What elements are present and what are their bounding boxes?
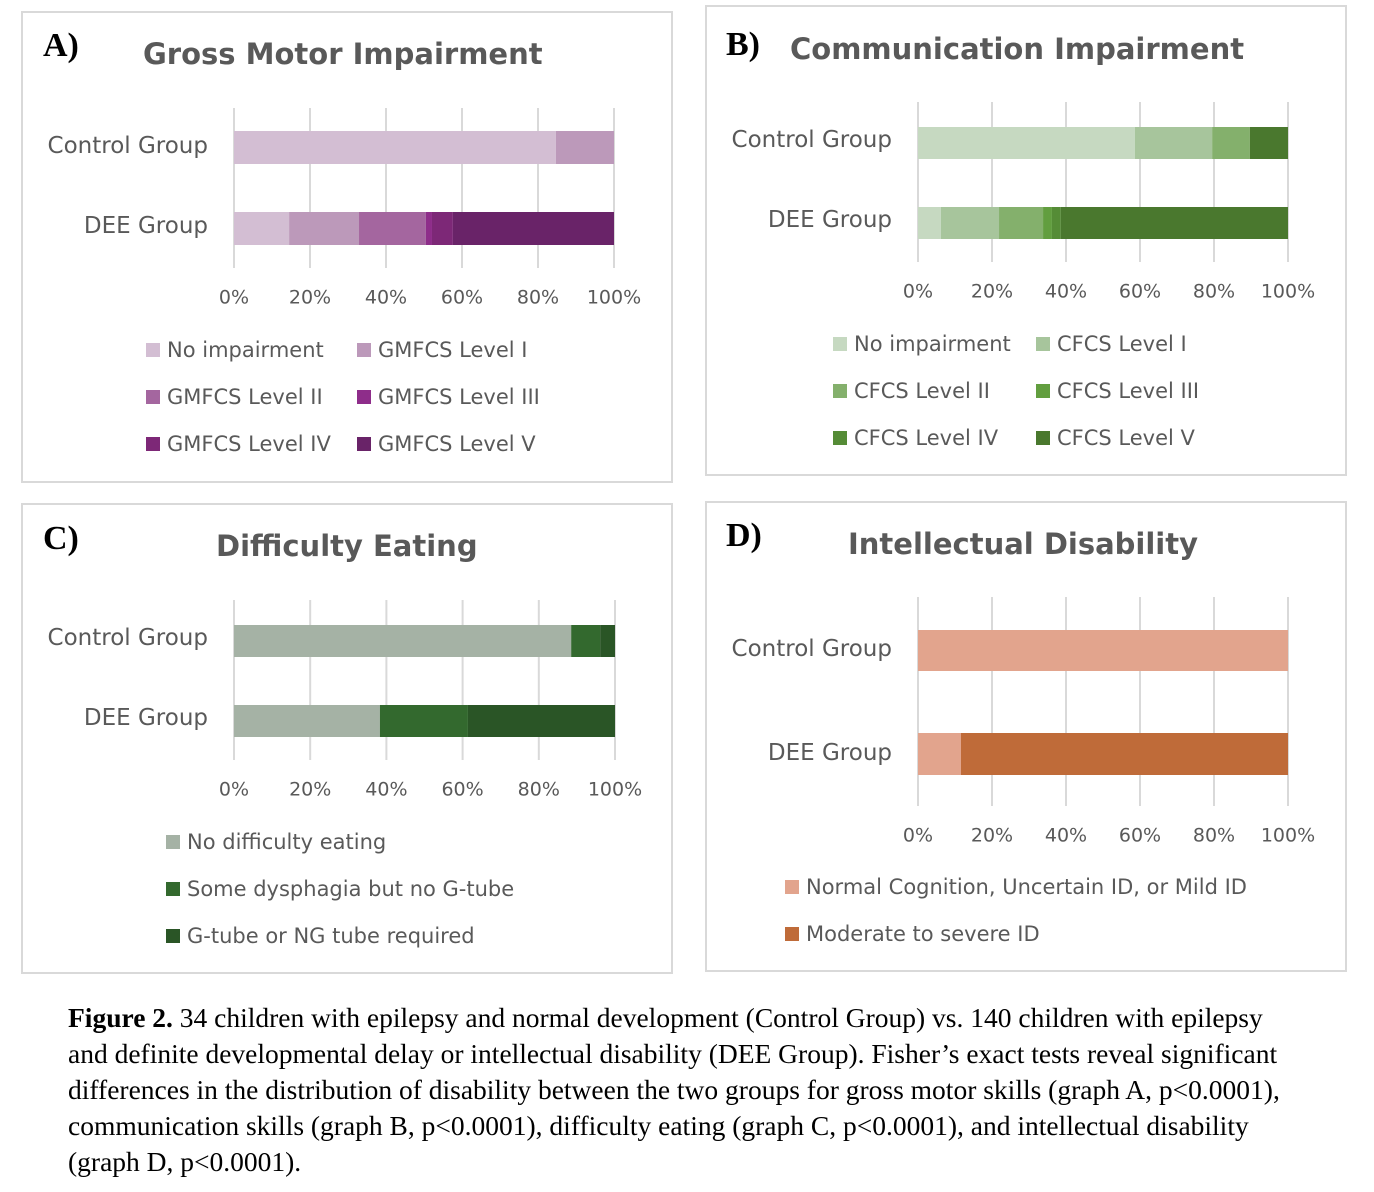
legend-item: CFCS Level III (1036, 379, 1199, 403)
legend-item: GMFCS Level III (357, 385, 540, 409)
category-label: Control Group (731, 127, 892, 153)
legend-swatch (357, 437, 371, 451)
category-label: DEE Group (767, 207, 892, 233)
legend-label: CFCS Level III (1057, 379, 1200, 403)
panel-d: D) Intellectual Disability (705, 501, 1347, 972)
caption-text: 34 children with epilepsy and normal dev… (68, 1002, 1280, 1177)
legend-item: GMFCS Level I (357, 338, 527, 362)
panel-b: B) Communication Impairment (705, 5, 1347, 476)
legend-label: CFCS Level I (1057, 332, 1187, 356)
legend-label: No difficulty eating (187, 830, 387, 854)
panel-letter: B) (726, 26, 760, 63)
panel-c: C) Difficulty Eating (21, 503, 673, 974)
legend-item: Normal Cognition, Uncertain ID, or Mild … (785, 875, 1247, 899)
legend-swatch (166, 882, 180, 896)
legend-label: Normal Cognition, Uncertain ID, or Mild … (806, 875, 1247, 899)
chart-title: Intellectual Disability (848, 527, 1199, 561)
panel-a: A) Gross Motor Impairment (21, 11, 673, 483)
legend-label: GMFCS Level V (378, 432, 536, 456)
legend-swatch (357, 343, 371, 357)
legend-label: GMFCS Level I (378, 338, 528, 362)
legend-label: GMFCS Level II (167, 385, 323, 409)
panel-letter: A) (43, 27, 79, 64)
legend-swatch (146, 437, 160, 451)
category-label: DEE Group (83, 213, 208, 239)
legend-swatch (833, 384, 847, 398)
legend-item: No impairment (146, 338, 324, 362)
legend-item: No difficulty eating (166, 830, 386, 854)
legend-item: GMFCS Level II (146, 385, 323, 409)
legend-item: GMFCS Level IV (146, 432, 331, 456)
legend-item: GMFCS Level V (357, 432, 536, 456)
legend-label: CFCS Level V (1057, 426, 1195, 450)
category-label: Control Group (47, 133, 208, 159)
legend-swatch (166, 929, 180, 943)
panel-letter: C) (43, 520, 79, 557)
legend-label: Moderate to severe ID (806, 922, 1040, 946)
legend-item: CFCS Level V (1036, 426, 1195, 450)
legend-item: CFCS Level II (833, 379, 990, 403)
category-label: DEE Group (83, 705, 208, 731)
legend-label: CFCS Level II (854, 379, 990, 403)
legend-item: No impairment (833, 332, 1011, 356)
legend-item: CFCS Level IV (833, 426, 998, 450)
legend-label: No impairment (854, 332, 1011, 356)
legend-item: CFCS Level I (1036, 332, 1187, 356)
category-label: Control Group (731, 636, 892, 662)
legend-label: GMFCS Level IV (167, 432, 331, 456)
legend-swatch (785, 880, 799, 894)
legend-swatch (1036, 337, 1050, 351)
chart-title: Communication Impairment (790, 32, 1245, 66)
legend-label: No impairment (167, 338, 324, 362)
panel-letter: D) (726, 517, 762, 554)
legend-label: G-tube or NG tube required (187, 924, 475, 948)
chart-title: Gross Motor Impairment (143, 37, 543, 71)
caption-label: Figure 2. (68, 1002, 173, 1033)
category-label: DEE Group (767, 740, 892, 766)
legend-swatch (833, 337, 847, 351)
chart-title: Difficulty Eating (216, 529, 478, 563)
legend-swatch (146, 390, 160, 404)
legend-label: CFCS Level IV (854, 426, 999, 450)
legend-item: G-tube or NG tube required (166, 924, 475, 948)
legend-swatch (166, 835, 180, 849)
legend-label: Some dysphagia but no G-tube (187, 877, 515, 901)
legend-item: Moderate to severe ID (785, 922, 1040, 946)
figure-caption: Figure 2. 34 children with epilepsy and … (68, 1000, 1298, 1180)
legend-label: GMFCS Level III (378, 385, 540, 409)
legend-swatch (833, 431, 847, 445)
legend-swatch (1036, 384, 1050, 398)
legend-swatch (146, 343, 160, 357)
legend-item: Some dysphagia but no G-tube (166, 877, 514, 901)
category-label: Control Group (47, 625, 208, 651)
legend-swatch (357, 390, 371, 404)
legend-swatch (785, 927, 799, 941)
legend-swatch (1036, 431, 1050, 445)
